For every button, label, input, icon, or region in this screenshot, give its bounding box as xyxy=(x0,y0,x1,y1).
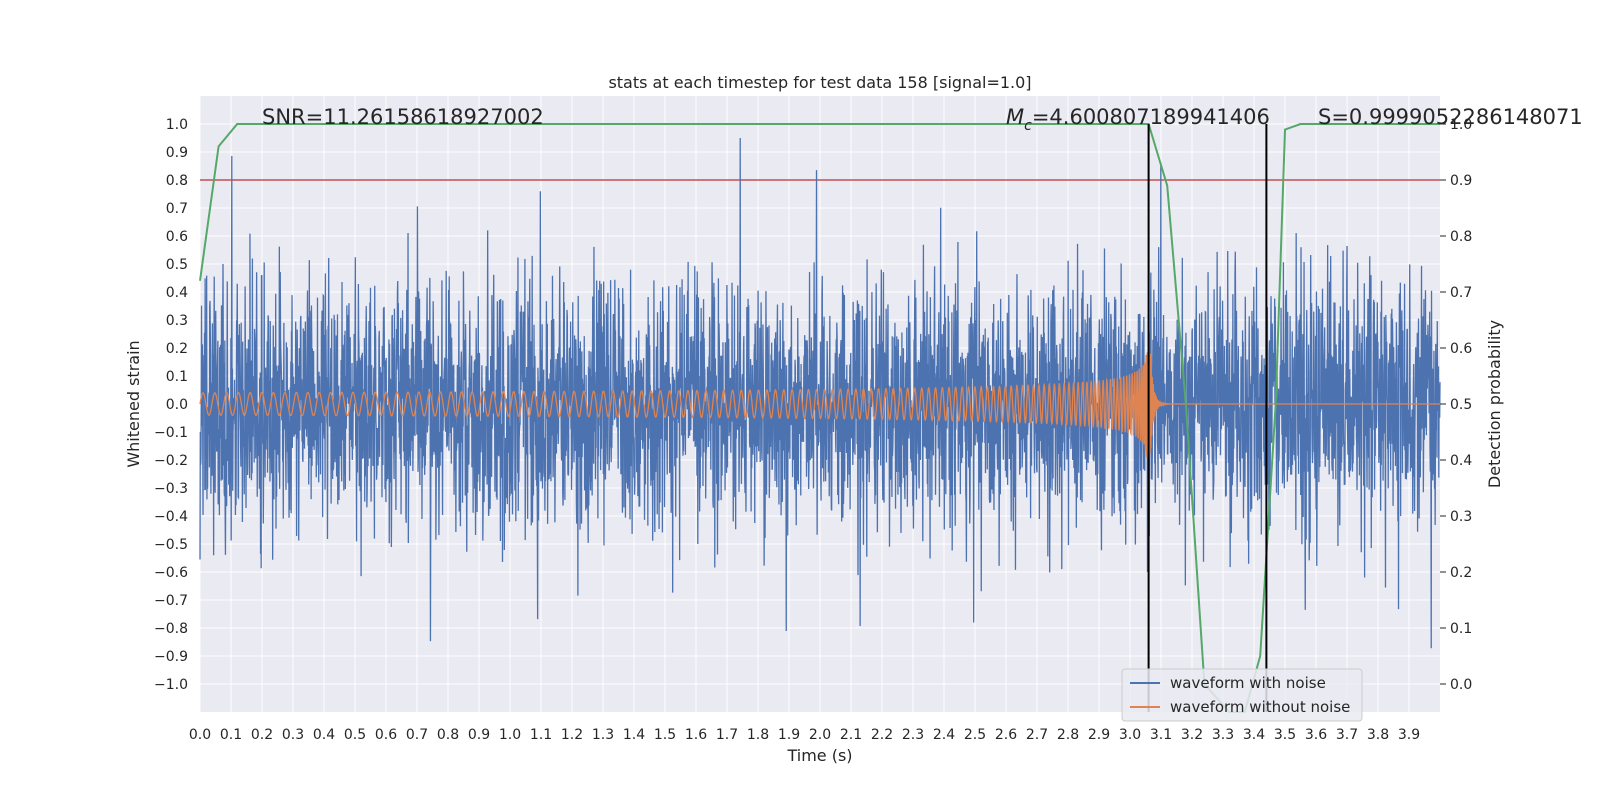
x-tick-label: 2.1 xyxy=(840,727,862,743)
legend: waveform with noise waveform without noi… xyxy=(1121,668,1363,722)
x-tick-label: 2.3 xyxy=(902,727,924,743)
x-tick-label: 1.9 xyxy=(778,727,800,743)
chirp-mass-subscript: c xyxy=(1024,118,1032,134)
x-tick-label: 3.8 xyxy=(1367,727,1389,743)
y-tick-label: 0.4 xyxy=(166,285,188,301)
y2-tick-label: 0.9 xyxy=(1450,173,1472,189)
chirp-mass-value: =4.600807189941406 xyxy=(1032,105,1270,129)
chirp-mass-symbol: M xyxy=(1006,105,1024,129)
x-tick-label: 1.2 xyxy=(561,727,583,743)
x-tick-label: 2.5 xyxy=(964,727,986,743)
y-tick-label: −0.6 xyxy=(154,565,188,581)
series-waveform-with-noise xyxy=(199,137,1441,649)
y-tick-label: 0.6 xyxy=(166,229,188,245)
x-tick-label: 1.3 xyxy=(592,727,614,743)
y-tick-label: −0.9 xyxy=(154,649,188,665)
legend-box xyxy=(1121,668,1363,722)
x-tick-label: 2.9 xyxy=(1088,727,1110,743)
x-tick-label: 1.5 xyxy=(654,727,676,743)
legend-label-clean: waveform without noise xyxy=(1170,698,1350,716)
x-tick-label: 0.0 xyxy=(189,727,211,743)
y-tick-label: −0.1 xyxy=(154,425,188,441)
y2-tick-label: 0.0 xyxy=(1450,677,1472,693)
tick-labels: 0.0 0.1 0.2 0.3 0.4 0.5 0.6 0.7 0.8 0.9 1.0 1.1 1.2 1… xyxy=(154,117,1472,743)
y-tick-label: 0.1 xyxy=(166,369,188,385)
y-tick-label: −0.3 xyxy=(154,481,188,497)
y-axis-label: Whitened strain xyxy=(124,340,143,467)
series-layer xyxy=(199,123,1441,713)
x-tick-label: 3.1 xyxy=(1150,727,1172,743)
y2-tick-label: 0.2 xyxy=(1450,565,1472,581)
x-tick-label: 3.4 xyxy=(1243,727,1265,743)
x-tick-label: 3.3 xyxy=(1212,727,1234,743)
y-tick-label: 0.9 xyxy=(166,145,188,161)
y-tick-label: −0.2 xyxy=(154,453,188,469)
y-tick-label: 0.3 xyxy=(166,313,188,329)
y-tick-label: 0.8 xyxy=(166,173,188,189)
x-tick-label: 1.7 xyxy=(716,727,738,743)
x-tick-label: 0.3 xyxy=(282,727,304,743)
y2-axis-label: Detection probability xyxy=(1485,320,1504,488)
x-tick-label: 3.0 xyxy=(1119,727,1141,743)
x-tick-label: 3.5 xyxy=(1274,727,1296,743)
x-tick-label: 0.2 xyxy=(251,727,273,743)
x-tick-label: 0.8 xyxy=(437,727,459,743)
vertical-markers xyxy=(1147,124,1268,712)
x-tick-label: 2.0 xyxy=(809,727,831,743)
y2-tick-label: 0.8 xyxy=(1450,229,1472,245)
y-tick-label: −0.4 xyxy=(154,509,188,525)
y-tick-label: 0.2 xyxy=(166,341,188,357)
x-tick-label: 3.9 xyxy=(1398,727,1420,743)
y-tick-label: −0.7 xyxy=(154,593,188,609)
score-annotation: S=0.9999052286148071 xyxy=(1318,105,1583,129)
y-tick-label: 0.0 xyxy=(166,397,188,413)
y2-tick-label: 0.5 xyxy=(1450,397,1472,413)
x-tick-label: 0.9 xyxy=(468,727,490,743)
x-tick-label: 2.6 xyxy=(995,727,1017,743)
x-tick-label: 1.4 xyxy=(623,727,645,743)
x-tick-label: 0.6 xyxy=(375,727,397,743)
y-tick-label: −0.5 xyxy=(154,537,188,553)
chart-title: stats at each timestep for test data 158… xyxy=(608,73,1031,92)
x-tick-label: 1.6 xyxy=(685,727,707,743)
x-tick-label: 2.4 xyxy=(933,727,955,743)
x-tick-label: 0.1 xyxy=(220,727,242,743)
snr-annotation: SNR=11.26158618927002 xyxy=(262,105,544,129)
y-tick-label: −1.0 xyxy=(154,677,188,693)
x-tick-label: 0.7 xyxy=(406,727,428,743)
x-tick-label: 2.8 xyxy=(1057,727,1079,743)
y-tick-label: −0.8 xyxy=(154,621,188,637)
x-tick-label: 3.7 xyxy=(1336,727,1358,743)
x-axis-label: Time (s) xyxy=(786,746,852,765)
x-tick-label: 3.6 xyxy=(1305,727,1327,743)
x-tick-label: 0.5 xyxy=(344,727,366,743)
legend-label-noise: waveform with noise xyxy=(1170,674,1326,692)
y2-tick-label: 0.6 xyxy=(1450,341,1472,357)
y2-tick-label: 0.1 xyxy=(1450,621,1472,637)
y-tick-label: 0.5 xyxy=(166,257,188,273)
x-tick-label: 2.2 xyxy=(871,727,893,743)
chirp-mass-annotation: Mc=4.600807189941406 xyxy=(1006,105,1270,134)
x-tick-label: 0.4 xyxy=(313,727,335,743)
y2-tick-label: 1.0 xyxy=(1450,117,1472,133)
series-waveform-without-noise xyxy=(199,333,1440,484)
x-tick-label: 1.8 xyxy=(747,727,769,743)
y-tick-label: 1.0 xyxy=(166,117,188,133)
y2-tick-label: 0.3 xyxy=(1450,509,1472,525)
series-detection-probability xyxy=(199,123,1440,713)
x-tick-label: 2.7 xyxy=(1026,727,1048,743)
y2-tick-label: 0.4 xyxy=(1450,453,1472,469)
x-tick-label: 1.0 xyxy=(499,727,521,743)
y-tick-label: 0.7 xyxy=(166,201,188,217)
x-tick-label: 3.2 xyxy=(1181,727,1203,743)
y2-tick-label: 0.7 xyxy=(1450,285,1472,301)
x-tick-label: 1.1 xyxy=(530,727,552,743)
